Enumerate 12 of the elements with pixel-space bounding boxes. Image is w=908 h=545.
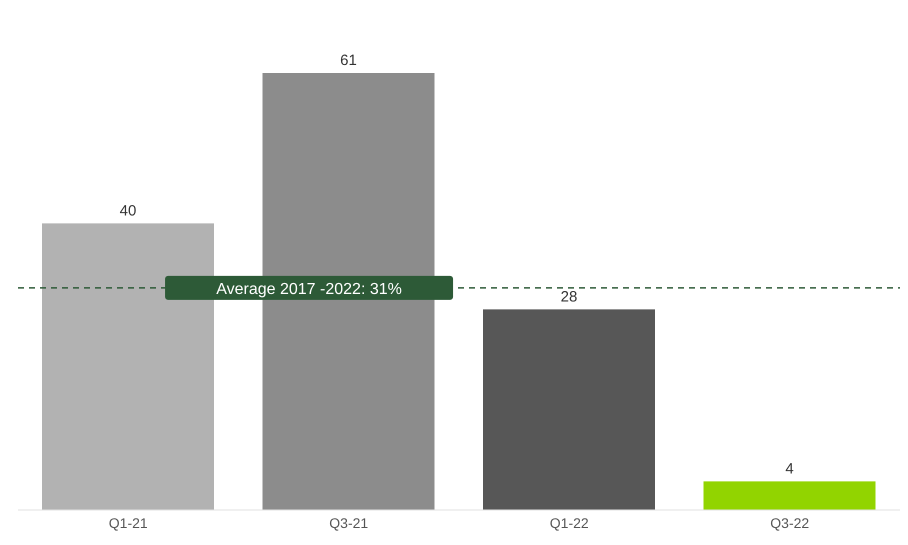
data-label: 28 bbox=[560, 288, 578, 306]
data-label: 61 bbox=[340, 52, 357, 69]
x-tick-label: Q3-22 bbox=[770, 514, 810, 531]
bar bbox=[42, 223, 214, 510]
bar bbox=[483, 309, 655, 510]
ref-line-label: Average 2017 -2022: 31% bbox=[216, 280, 402, 298]
data-label: 4 bbox=[785, 460, 794, 478]
x-tick-label: Q1-22 bbox=[550, 514, 589, 531]
x-tick-label: Q1-21 bbox=[108, 514, 148, 531]
data-label: 40 bbox=[120, 202, 136, 220]
bar bbox=[704, 481, 876, 510]
x-tick-label: Q3-21 bbox=[329, 514, 368, 531]
